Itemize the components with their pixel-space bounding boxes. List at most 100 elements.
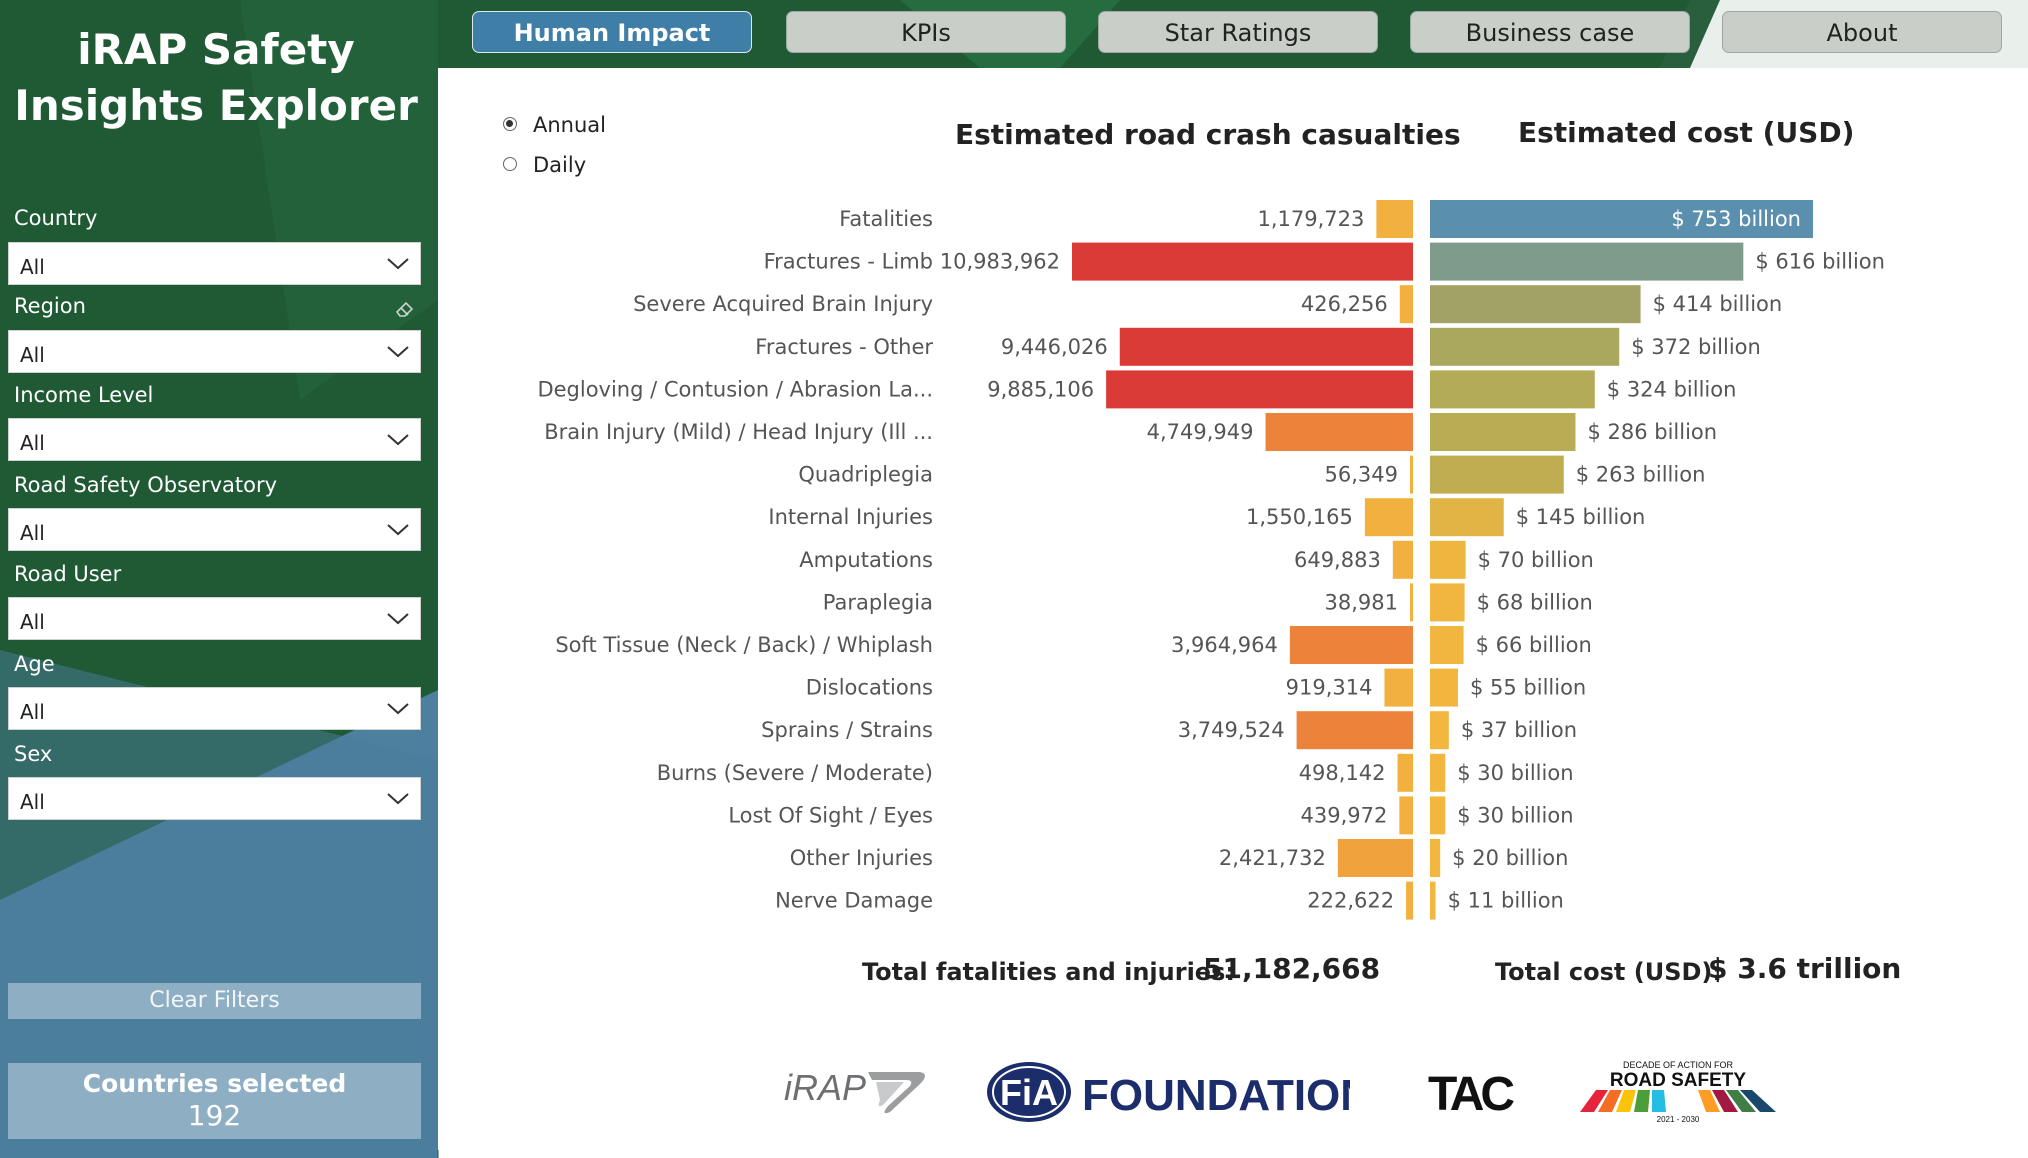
irap-logo: iRAP [784,1067,925,1114]
category-label: Fractures - Limb [764,250,933,274]
category-label: Amputations [799,548,933,572]
cost-bar[interactable] [1430,327,1620,366]
tab-human-impact[interactable]: Human Impact [472,11,752,53]
casualties-bar[interactable] [1399,285,1413,324]
casualties-value-label: 1,179,723 [1257,207,1364,231]
category-label: Internal Injuries [768,505,933,529]
tac-logo: TAC [1428,1068,1518,1116]
cost-value-label: $ 372 billion [1631,335,1761,359]
tab-business-case[interactable]: Business case [1410,11,1690,53]
cost-bar[interactable] [1430,285,1641,324]
total-casualties-value: 51,182,668 [1203,952,1381,985]
casualties-bar[interactable] [1410,455,1413,494]
casualties-bar[interactable] [1392,540,1413,579]
tac-logo-text: TAC [1428,1068,1514,1116]
casualties-bar[interactable] [1384,668,1413,707]
total-cost-value: $ 3.6 trillion [1708,952,1902,985]
casualties-chart-title: Estimated road crash casualties [955,118,1461,151]
cost-bar[interactable] [1430,753,1446,792]
cost-bar[interactable] [1430,242,1744,281]
decade-of-action-logo: DECADE OF ACTION FOR ROAD SAFETY 2021 - … [1580,1060,1776,1124]
fia-badge-icon [987,1062,1071,1122]
total-casualties-label: Total fatalities and injuries: [862,958,1235,986]
casualties-value-label: 2,421,732 [1219,846,1326,870]
casualties-bar[interactable] [1406,881,1413,920]
sex-dropdown[interactable]: All [8,777,421,820]
cost-bar[interactable] [1430,711,1449,750]
casualties-bar[interactable] [1364,498,1413,537]
cost-value-label: $ 20 billion [1452,846,1568,870]
category-label: Lost Of Sight / Eyes [728,803,933,827]
radio-daily[interactable]: Daily [503,153,586,177]
casualties-value-label: 3,749,524 [1178,718,1285,742]
radio-selected-icon [503,117,517,131]
countries-selected-value: 192 [187,1099,242,1132]
cost-bar[interactable] [1430,540,1466,579]
casualties-bar[interactable] [1119,327,1413,366]
cost-value-label: $ 324 billion [1607,377,1737,401]
cost-bar[interactable] [1430,583,1465,622]
casualties-bar[interactable] [1265,413,1413,451]
app-title-line-2: Insights Explorer [14,81,418,130]
tab-kpis[interactable]: KPIs [786,11,1066,53]
radio-annual[interactable]: Annual [503,113,606,137]
fia-badge-text: FiA [1000,1072,1058,1113]
cost-bar[interactable] [1430,626,1464,664]
tab-about[interactable]: About [1722,11,2002,53]
age-dropdown[interactable]: All [8,687,421,730]
casualties-bar[interactable] [1296,711,1413,750]
cost-value-label: $ 11 billion [1448,889,1564,913]
income-level-label: Income Level [14,383,154,407]
casualties-value-label: 9,885,106 [987,377,1094,401]
road-user-value: All [20,610,45,634]
casualties-value-label: 9,446,026 [1001,335,1108,359]
cost-bar[interactable] [1430,200,1813,238]
chevron-down-icon [387,258,409,270]
chevron-down-icon [387,346,409,358]
casualties-bar[interactable] [1106,370,1413,409]
casualties-bar[interactable] [1410,583,1413,622]
casualties-value-label: 10,983,962 [940,250,1060,274]
cost-bar[interactable] [1430,455,1564,494]
cost-bar[interactable] [1430,498,1504,537]
cost-value-label: $ 30 billion [1457,761,1573,785]
irap-swoosh-inner-icon [876,1082,904,1107]
casualties-bar[interactable] [1376,200,1413,238]
region-label: Region [14,294,86,318]
radio-annual-label: Annual [533,113,606,137]
casualties-bar[interactable] [1289,626,1413,664]
country-value: All [20,255,45,279]
casualties-bar[interactable] [1337,839,1413,877]
road-safety-observatory-dropdown[interactable]: All [8,508,421,551]
category-label: Degloving / Contusion / Abrasion La... [537,377,933,401]
country-dropdown[interactable]: All [8,242,421,285]
cost-bar[interactable] [1430,668,1458,707]
cost-bar[interactable] [1430,370,1595,409]
chevron-down-icon [387,434,409,446]
chevron-down-icon [387,793,409,805]
casualties-value-label: 1,550,165 [1246,505,1353,529]
cost-value-label: $ 30 billion [1457,803,1573,827]
country-label: Country [14,206,98,230]
cost-value-label: $ 70 billion [1478,548,1594,572]
cost-bar[interactable] [1430,796,1446,835]
decade-years-text: 2021 - 2030 [1657,1115,1700,1124]
cost-bar[interactable] [1430,881,1436,920]
region-dropdown[interactable]: All [8,330,421,373]
cost-value-label: $ 145 billion [1516,505,1646,529]
income-level-dropdown[interactable]: All [8,418,421,461]
casualties-bar[interactable] [1072,242,1413,281]
cost-bar[interactable] [1430,413,1576,451]
tab-star-ratings[interactable]: Star Ratings [1098,11,1378,53]
road-user-dropdown[interactable]: All [8,597,421,640]
cost-value-label: $ 286 billion [1587,420,1717,444]
cost-value-label: $ 37 billion [1461,718,1577,742]
category-label: Paraplegia [823,590,933,614]
casualties-value-label: 426,256 [1301,292,1388,316]
eraser-icon[interactable] [394,298,416,320]
casualties-bar[interactable] [1399,796,1413,835]
clear-filters-button[interactable]: Clear Filters [8,983,421,1019]
cost-bar[interactable] [1430,839,1441,877]
casualties-bar[interactable] [1397,753,1413,792]
